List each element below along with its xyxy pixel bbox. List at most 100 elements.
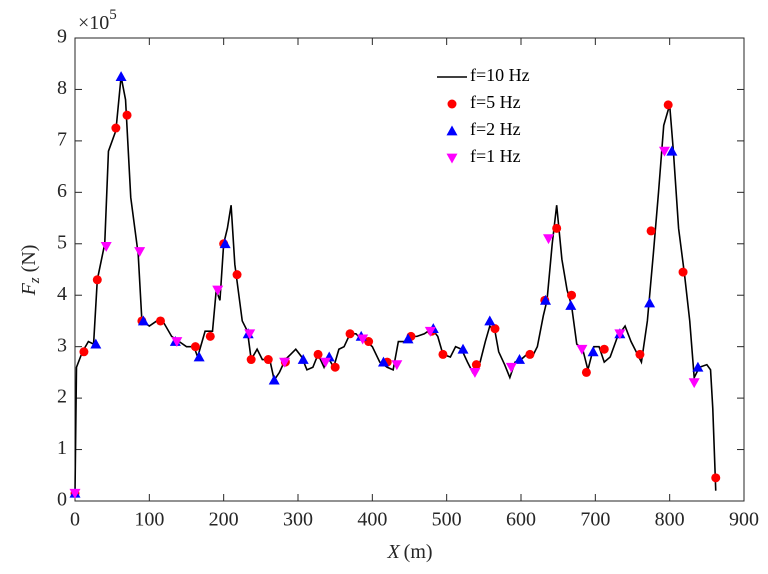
y-tick-label: 0	[57, 489, 67, 511]
y-tick-label: 3	[57, 334, 67, 356]
marker-circle	[263, 355, 273, 365]
legend-label: f=1 Hz	[470, 146, 521, 166]
marker-circle	[246, 355, 256, 365]
marker-triangle-up	[644, 297, 656, 308]
marker-triangle-up	[692, 361, 704, 372]
marker-circle	[205, 331, 215, 341]
marker-circle	[364, 337, 374, 347]
marker-triangle-down	[391, 360, 403, 371]
marker-triangle-up	[587, 346, 599, 357]
marker-circle	[438, 349, 448, 359]
marker-circle	[525, 349, 535, 359]
marker-circle	[79, 347, 89, 357]
marker-triangle-down	[357, 334, 369, 345]
marker-triangle-down	[543, 234, 555, 245]
marker-circle	[552, 223, 562, 233]
marker-triangle-down	[424, 326, 436, 337]
marker-triangle-down	[100, 241, 112, 252]
marker-triangle-down	[171, 337, 183, 348]
marker-circle	[490, 324, 500, 334]
marker-triangle-up	[514, 354, 526, 364]
marker-triangle-down	[134, 247, 146, 257]
marker-triangle-up	[219, 238, 231, 249]
multiplier-base: ×10	[78, 12, 109, 34]
marker-triangle-up	[90, 338, 102, 349]
marker-circle	[663, 100, 673, 110]
y-tick-label: 5	[57, 231, 67, 253]
y-label-main: F	[18, 282, 40, 296]
y-tick-label: 7	[57, 128, 67, 150]
x-label-unit: (m)	[404, 541, 433, 563]
legend-label: f=2 Hz	[470, 119, 521, 139]
marker-circle	[345, 329, 355, 339]
legend-label: f=10 Hz	[470, 65, 530, 85]
marker-triangle-down	[279, 357, 291, 368]
x-tick-label: 500	[432, 509, 462, 531]
x-axis-label: X (m)	[386, 541, 432, 563]
marker-circle	[567, 290, 577, 300]
y-tick-label: 4	[57, 283, 67, 305]
marker-triangle-up	[540, 294, 552, 305]
x-tick-label: 400	[357, 509, 387, 531]
x-tick-label: 100	[134, 509, 164, 531]
marker-circle	[471, 360, 481, 370]
marker-triangle-down	[505, 362, 517, 373]
marker-triangle-up	[377, 356, 389, 367]
marker-triangle-down	[688, 378, 700, 389]
marker-circle	[711, 473, 721, 483]
plot-frame	[74, 37, 745, 502]
marker-triangle-up	[193, 351, 205, 362]
marker-triangle-down	[469, 367, 481, 378]
marker-circle	[581, 367, 591, 377]
marker-circle	[190, 342, 200, 352]
marker-circle	[122, 110, 132, 120]
marker-triangle-down	[614, 329, 626, 340]
x-tick-label: 300	[283, 509, 313, 531]
marker-circle	[447, 99, 457, 109]
y-tick-label: 8	[57, 77, 67, 99]
marker-circle	[313, 349, 323, 359]
marker-triangle-down	[446, 153, 458, 164]
marker-circle	[646, 226, 656, 236]
y-multiplier: ×105	[78, 7, 117, 33]
marker-circle	[599, 344, 609, 354]
marker-triangle-up	[565, 300, 577, 310]
marker-circle	[232, 270, 242, 280]
x-tick-label: 800	[655, 509, 685, 531]
marker-circle	[111, 123, 121, 133]
y-tick-label: 1	[57, 437, 67, 459]
y-tick-label: 9	[57, 26, 67, 48]
y-tick-label: 6	[57, 180, 67, 202]
marker-triangle-down	[212, 285, 224, 296]
marker-triangle-up	[446, 125, 458, 136]
marker-triangle-up	[666, 145, 678, 156]
marker-triangle-up	[457, 343, 469, 354]
marker-triangle-up	[297, 354, 309, 364]
marker-triangle-down	[576, 344, 588, 355]
legend-label: f=5 Hz	[470, 92, 521, 112]
x-tick-label: 0	[70, 509, 80, 531]
marker-triangle-down	[658, 146, 670, 157]
x-tick-label: 900	[729, 509, 759, 531]
x-tick-label: 600	[506, 509, 536, 531]
marker-triangle-down	[244, 329, 256, 340]
x-tick-label: 700	[580, 509, 610, 531]
marker-triangle-down	[320, 357, 332, 368]
marker-circle	[155, 316, 165, 326]
legend: f=10 Hz f=5 Hz f=2 Hz f=1 Hz	[437, 65, 530, 166]
y-label-sub: z	[27, 277, 43, 284]
marker-triangle-down	[69, 488, 81, 499]
marker-circle	[330, 362, 340, 372]
data-line	[74, 76, 717, 494]
multiplier-exponent: 5	[109, 7, 117, 23]
marker-triangle-up	[268, 374, 280, 385]
marker-circle	[92, 275, 102, 285]
x-label-main: X	[386, 541, 400, 563]
marker-circle	[678, 267, 688, 277]
y-tick-label: 2	[57, 386, 67, 408]
y-axis-label: Fz (N)	[18, 245, 44, 297]
marker-triangle-up	[137, 315, 149, 326]
marker-triangle-up	[402, 333, 414, 344]
